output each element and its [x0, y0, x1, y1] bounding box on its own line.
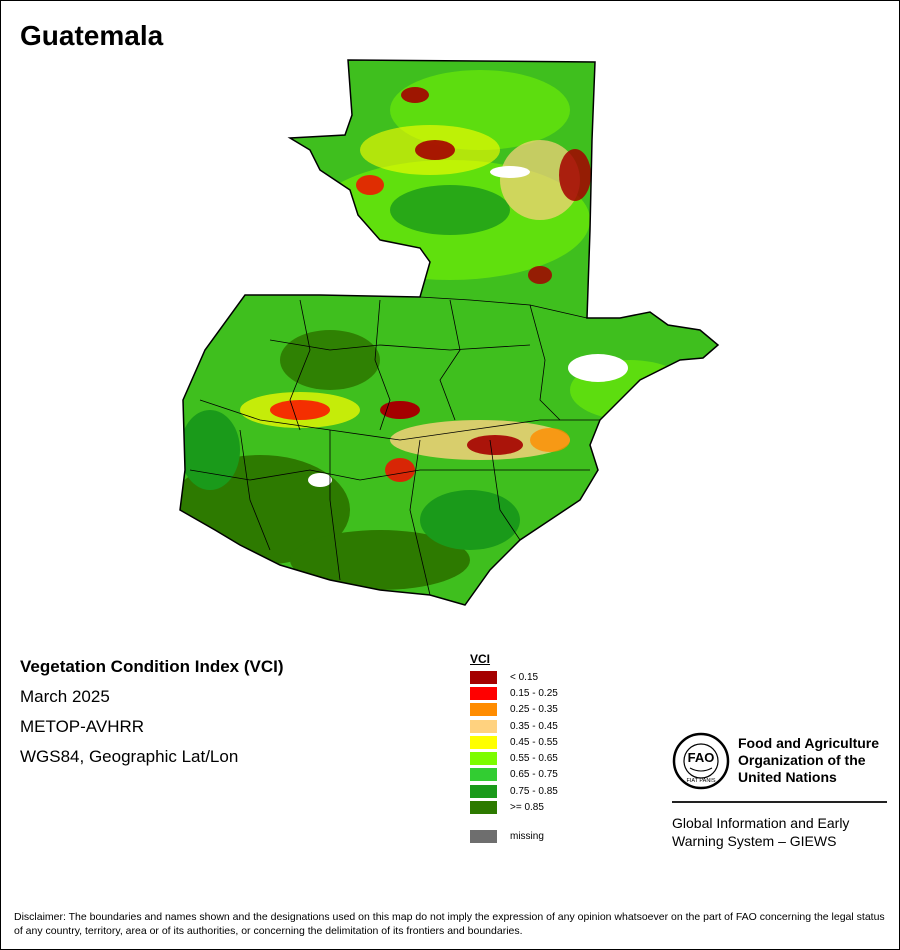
giews-name: Global Information and Early Warning Sys… [672, 814, 849, 850]
legend-classes: < 0.15 0.15 - 0.25 0.25 - 0.35 0.35 - 0.45 0… [470, 669, 558, 816]
fao-org-line2: Organization of the [738, 752, 866, 768]
period: March 2025 [20, 687, 110, 706]
vci-patch [385, 458, 415, 482]
vci-patch [390, 185, 510, 235]
vci-map [179, 59, 719, 606]
legend-label: 0.65 - 0.75 [510, 769, 558, 781]
legend-swatch [470, 703, 497, 717]
legend-swatch [470, 752, 497, 766]
legend-item: 0.15 - 0.25 [470, 685, 558, 701]
legend-swatch [470, 719, 497, 733]
legend-missing: missing [470, 829, 558, 845]
giews-line1: Global Information and Early [672, 815, 850, 831]
legend-label: 0.75 - 0.85 [510, 785, 558, 797]
legend-label: 0.25 - 0.35 [510, 704, 558, 716]
legend-swatch-missing [470, 830, 497, 844]
vci-patch [467, 435, 523, 455]
fao-org-line3: United Nations [738, 769, 837, 785]
vci-patch [270, 400, 330, 420]
giews-line2: Warning System – GIEWS [672, 833, 837, 849]
vci-patch [500, 140, 580, 220]
legend-item: 0.75 - 0.85 [470, 783, 558, 799]
fao-org-line1: Food and Agriculture [738, 735, 880, 751]
legend-label: >= 0.85 [510, 802, 544, 814]
legend-item: 0.35 - 0.45 [470, 718, 558, 734]
legend-swatch [470, 784, 497, 798]
legend-item: 0.25 - 0.35 [470, 702, 558, 718]
index-name: Vegetation Condition Index (VCI) [20, 657, 284, 676]
legend-label-missing: missing [510, 831, 544, 843]
legend-item: 0.65 - 0.75 [470, 767, 558, 783]
legend-swatch [470, 735, 497, 749]
department-boundaries [189, 296, 600, 596]
legend-swatch [470, 686, 497, 700]
fao-logo-motto: FIAT PANIS [686, 778, 715, 784]
vci-patch [280, 330, 380, 390]
sensor: METOP-AVHRR [20, 717, 145, 736]
legend-label: 0.15 - 0.25 [510, 687, 558, 699]
legend-item: >= 0.85 [470, 799, 558, 815]
legend-label: 0.55 - 0.65 [510, 753, 558, 765]
lake-area [568, 354, 628, 382]
legend-item: 0.55 - 0.65 [470, 750, 558, 766]
legend-swatch [470, 801, 497, 815]
legend-swatch [470, 670, 497, 684]
legend-swatch [470, 768, 497, 782]
lake-area [490, 166, 530, 178]
vci-patch [356, 175, 384, 195]
vci-patch [530, 428, 570, 452]
fao-divider [672, 801, 887, 803]
map-info: Vegetation Condition Index (VCI) March 2… [20, 656, 284, 776]
legend-item: 0.45 - 0.55 [470, 734, 558, 750]
lake-area [308, 473, 332, 487]
vci-patch [401, 87, 429, 103]
projection: WGS84, Geographic Lat/Lon [20, 747, 239, 766]
vci-patch [380, 401, 420, 419]
legend-label: 0.35 - 0.45 [510, 720, 558, 732]
vci-patch [559, 149, 591, 201]
disclaimer: Disclaimer: The boundaries and names sho… [14, 911, 885, 937]
vci-patch [415, 140, 455, 160]
legend: VCI < 0.15 0.15 - 0.25 0.25 - 0.35 0.35 - 0… [470, 652, 558, 845]
fao-org-name: Food and Agriculture Organization of the… [738, 735, 879, 786]
legend-title: VCI [470, 652, 491, 666]
vci-patch [420, 490, 520, 550]
vci-patch [528, 266, 552, 284]
map-title: Guatemala [20, 20, 164, 51]
fao-logo: FAO FIAT PANIS [672, 732, 730, 790]
legend-label: < 0.15 [510, 671, 539, 683]
legend-item: < 0.15 [470, 669, 558, 685]
vci-patch [180, 410, 240, 490]
legend-label: 0.45 - 0.55 [510, 736, 558, 748]
fao-logo-letters: FAO [688, 750, 715, 765]
